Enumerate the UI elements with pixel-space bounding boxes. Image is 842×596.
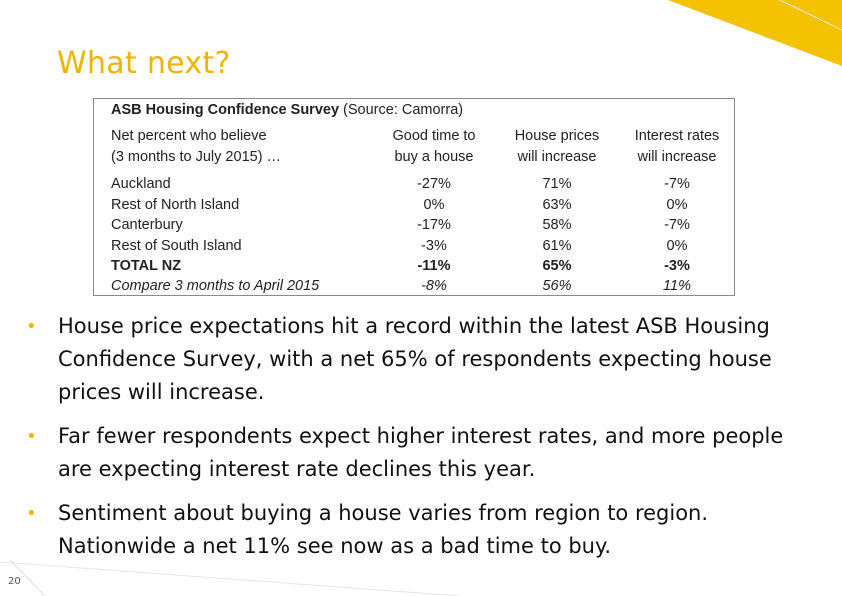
row-interest-rates: 0% [666, 197, 688, 213]
header-col1-line1: Good time to [392, 128, 476, 144]
row-region: Auckland [111, 176, 171, 192]
row-interest-rates: -7% [664, 176, 690, 192]
page-number: 20 [8, 576, 21, 587]
row-region: Compare 3 months to April 2015 [111, 278, 320, 294]
bullet-item: • Sentiment about buying a house varies … [26, 497, 806, 563]
bullet-item: • House price expectations hit a record … [26, 310, 806, 409]
decorative-line [0, 561, 461, 596]
table-source: (Source: Camorra) [343, 102, 464, 118]
row-region: Rest of South Island [111, 238, 242, 254]
decorative-line [9, 559, 46, 596]
row-region: Rest of North Island [111, 197, 240, 213]
table-title: ASB Housing Confidence Survey (Source: C… [111, 102, 463, 119]
row-region: Canterbury [111, 217, 183, 233]
row-house-prices: 58% [542, 217, 572, 233]
row-house-prices: 65% [542, 258, 572, 274]
row-region: TOTAL NZ [111, 258, 182, 274]
decorative-line [779, 0, 842, 31]
table-title-text: ASB Housing Confidence Survey [111, 102, 340, 118]
row-house-prices: 56% [542, 278, 572, 294]
header-col3-line1: Interest rates [634, 128, 720, 144]
bullet-text: House price expectations hit a record wi… [58, 314, 772, 404]
header-col2-line2: will increase [517, 149, 597, 165]
bullet-dot-icon: • [26, 503, 37, 524]
row-good-time: -11% [417, 258, 451, 274]
yellow-corner-shape [668, 0, 842, 66]
row-interest-rates: 11% [663, 278, 691, 294]
header-col3-line2: will increase [637, 149, 717, 165]
bullet-list: • House price expectations hit a record … [26, 310, 806, 574]
survey-table: ASB Housing Confidence Survey (Source: C… [93, 98, 735, 296]
header-col2-line1: House prices [514, 128, 600, 144]
header-label-line2: (3 months to July 2015) … [111, 149, 282, 165]
bullet-text: Far fewer respondents expect higher inte… [58, 424, 784, 481]
bullet-dot-icon: • [26, 316, 37, 337]
slide-title: What next? [57, 46, 231, 81]
row-good-time: -27% [417, 176, 451, 192]
row-good-time: -17% [417, 217, 451, 233]
row-good-time: 0% [423, 197, 445, 213]
bullet-text: Sentiment about buying a house varies fr… [58, 501, 709, 558]
row-interest-rates: 0% [666, 238, 688, 254]
row-good-time: -3% [421, 238, 447, 254]
row-house-prices: 61% [542, 238, 572, 254]
header-col1-line2: buy a house [394, 149, 474, 165]
bullet-dot-icon: • [26, 426, 37, 447]
row-good-time: -8% [421, 278, 447, 294]
row-interest-rates: -7% [664, 217, 690, 233]
bullet-item: • Far fewer respondents expect higher in… [26, 420, 806, 486]
header-label-line1: Net percent who believe [111, 128, 267, 144]
row-house-prices: 71% [542, 176, 572, 192]
row-interest-rates: -3% [664, 258, 690, 274]
row-house-prices: 63% [542, 197, 572, 213]
